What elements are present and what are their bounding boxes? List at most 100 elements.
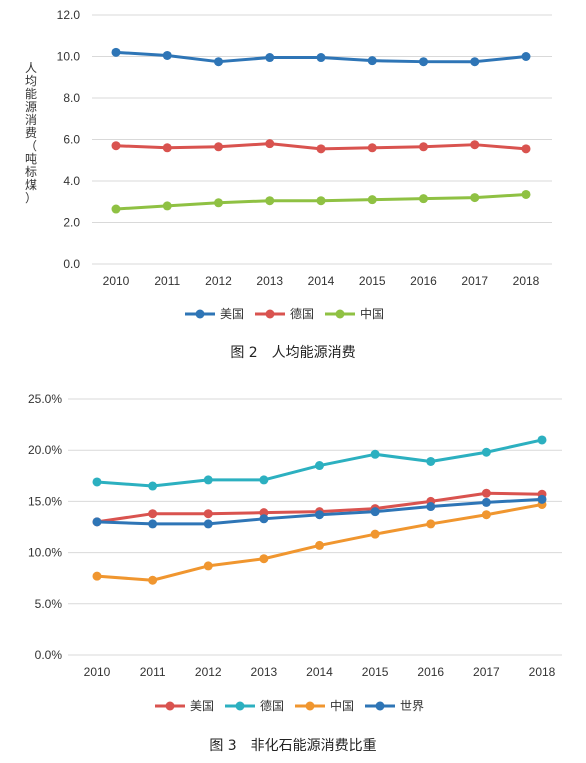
fig2-data-point	[162, 50, 172, 60]
fig3-data-point	[92, 517, 102, 527]
fig2-y-tick-label: 6.0	[63, 133, 80, 147]
fig3-x-tick-label: 2015	[362, 665, 389, 679]
fig3-x-tick-label: 2011	[140, 665, 166, 679]
fig3-data-point	[370, 529, 380, 539]
fig3-series-1	[92, 435, 547, 491]
fig3-data-point	[92, 571, 102, 581]
fig3-caption: 图 3 非化石能源消费比重	[209, 738, 376, 754]
fig3-data-point	[426, 456, 436, 466]
fig3-y-ticks: 0.0% 5.0% 10.0% 15.0% 20.0% 25.0%	[28, 392, 62, 662]
fig2-data-point	[367, 195, 377, 205]
fig3-data-point	[148, 509, 158, 519]
fig3-x-tick-label: 2017	[473, 665, 500, 679]
fig2-data-point	[316, 53, 326, 63]
fig2-legend-label: 美国	[220, 307, 244, 321]
fig3-data-point	[203, 561, 213, 571]
fig2-x-tick-label: 2012	[205, 274, 232, 288]
fig3-legend-marker	[235, 701, 245, 711]
fig2-series-1	[111, 139, 531, 154]
fig3-data-point	[426, 502, 436, 512]
fig2-legend-marker	[265, 309, 275, 319]
fig3-data-point	[148, 481, 158, 491]
fig2-x-tick-label: 2015	[359, 274, 386, 288]
fig2-legend-label: 德国	[290, 306, 314, 321]
fig2-data-point	[521, 144, 531, 154]
fig2-grid	[92, 14, 552, 265]
fig3-series	[92, 435, 547, 585]
fig2-x-tick-label: 2014	[308, 274, 335, 288]
fig2-legend-marker	[195, 309, 205, 319]
fig2-legend-item: 德国	[255, 306, 314, 321]
fig2-series-2	[111, 189, 531, 214]
fig3-legend-marker	[375, 701, 385, 711]
fig3-legend-label: 德国	[260, 698, 284, 713]
fig2-x-tick-label: 2013	[256, 274, 283, 288]
fig2-data-point	[367, 56, 377, 66]
fig2-x-ticks: 2010 2011 2012 2013 2014 2015 2016 2017 2018	[103, 274, 540, 288]
fig2-y-axis-label-char: 均	[25, 74, 37, 88]
fig2-data-point	[265, 196, 275, 206]
fig3-data-point	[259, 514, 269, 524]
fig3-data-point	[481, 488, 491, 498]
fig2-data-point	[214, 57, 223, 67]
fig3-data-point	[426, 519, 436, 529]
fig2-data-point	[111, 204, 121, 214]
fig2-x-tick-label: 2010	[103, 274, 130, 288]
fig3-data-point	[370, 507, 380, 517]
fig2-y-tick-label: 2.0	[63, 216, 80, 230]
fig2-y-axis-label: 人均能源消费（吨标煤）	[25, 61, 37, 205]
fig3-x-tick-label: 2012	[195, 665, 222, 679]
fig2-x-tick-label: 2017	[461, 274, 488, 288]
fig2-y-axis-label-char: ）	[25, 191, 37, 205]
fig3-data-point	[259, 475, 269, 485]
fig2-x-tick-label: 2018	[513, 274, 540, 288]
fig3-legend-item: 中国	[295, 698, 354, 713]
fig3-y-tick-label: 10.0%	[28, 546, 62, 560]
fig2-y-ticks: 0.0 2.0 4.0 6.0 8.0 10.0 12.0	[57, 8, 81, 271]
fig2-caption: 图 2 人均能源消费	[230, 345, 355, 361]
fig2-legend-marker	[335, 309, 345, 319]
fig2-y-axis-label-char: 标	[25, 165, 37, 179]
fig2-legend-item: 美国	[185, 307, 244, 321]
fig2-y-tick-label: 4.0	[63, 174, 80, 188]
fig2-data-point	[470, 193, 480, 203]
fig2-y-axis-label-char: 费	[25, 126, 37, 140]
fig3-legend-marker	[305, 701, 315, 711]
fig3-grid	[68, 398, 562, 656]
fig3-y-tick-label: 0.0%	[35, 648, 63, 662]
fig3-x-tick-label: 2014	[306, 665, 333, 679]
fig3-legend-label: 美国	[190, 699, 214, 713]
fig3-legend-label: 世界	[400, 699, 424, 713]
fig2-data-point	[419, 57, 428, 67]
fig2-y-tick-label: 0.0	[63, 257, 80, 271]
fig3-legend-marker	[165, 701, 175, 711]
fig3-legend-item: 德国	[225, 698, 284, 713]
fig3-x-ticks: 2010 2011 2012 2013 2014 2015 2016 2017 2018	[84, 665, 556, 679]
fig2-legend-item: 中国	[325, 306, 384, 321]
fig2-legend: 美国 德国 中国	[185, 306, 384, 321]
fig3-data-point	[148, 575, 158, 585]
fig3-y-tick-label: 5.0%	[35, 597, 63, 611]
fig2-series	[111, 47, 531, 214]
fig2-x-tick-label: 2011	[154, 274, 180, 288]
fig3-legend-item: 美国	[155, 699, 214, 713]
fig2-data-point	[316, 196, 326, 206]
fig2-data-point	[367, 143, 377, 153]
fig2-y-axis-label-char: 人	[25, 61, 37, 75]
fig3-x-tick-label: 2016	[417, 665, 444, 679]
fig3-series-3	[92, 494, 547, 529]
fig2-data-point	[419, 194, 428, 204]
fig3-data-point	[203, 475, 213, 485]
figure-3-non-fossil-share: 0.0%5.0%10.0%15.0%20.0%25.0% 2010 2011 201…	[28, 392, 562, 754]
fig3-data-point	[92, 477, 102, 487]
fig3-x-tick-label: 2010	[84, 665, 111, 679]
fig2-y-tick-label: 10.0	[57, 50, 81, 64]
fig2-data-point	[521, 189, 531, 199]
fig3-data-point	[481, 497, 491, 507]
fig2-data-point	[162, 143, 172, 153]
fig3-legend: 美国 德国 中国 世界	[155, 698, 424, 713]
fig3-data-point	[259, 554, 269, 564]
fig2-data-point	[111, 141, 121, 151]
fig2-series-0	[111, 47, 531, 67]
fig3-data-point	[370, 449, 380, 459]
